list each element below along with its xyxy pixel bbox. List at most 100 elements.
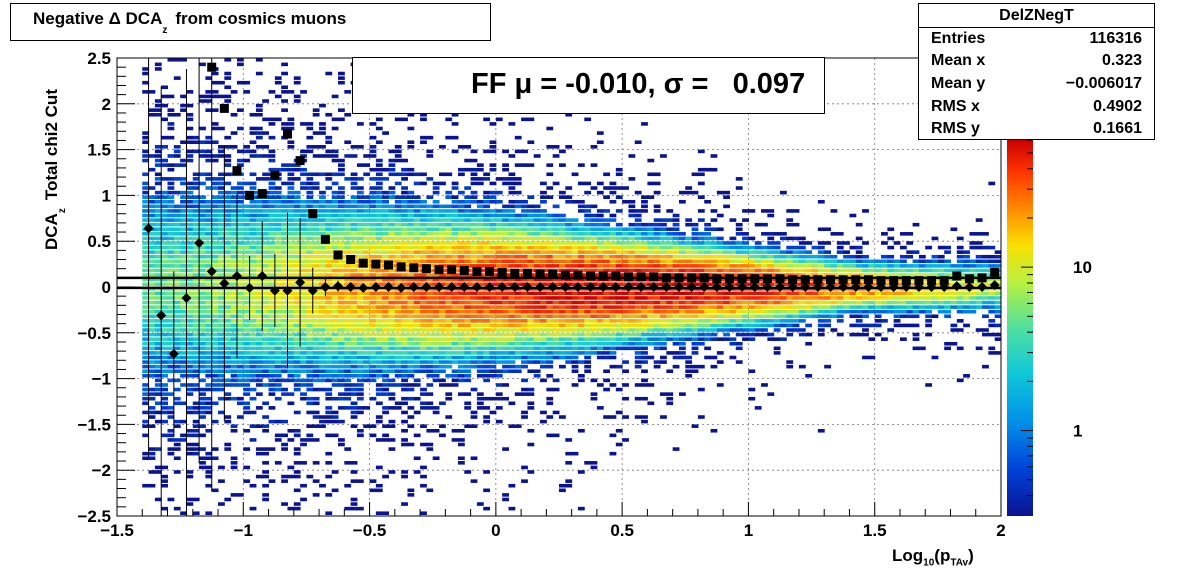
heatmap-cell xyxy=(786,364,794,369)
heatmap-cell xyxy=(293,470,301,474)
heatmap-cell xyxy=(457,378,465,383)
heatmap-cell xyxy=(186,90,194,94)
heatmap-cell xyxy=(161,204,169,209)
heatmap-cell xyxy=(306,135,314,140)
heatmap-cell xyxy=(495,355,503,360)
heatmap-cell xyxy=(167,337,175,341)
heatmap-cell xyxy=(293,195,301,199)
heatmap-cell xyxy=(255,323,263,328)
heatmap-cell xyxy=(445,117,453,122)
heatmap-cell xyxy=(331,236,339,241)
heatmap-cell xyxy=(514,319,522,323)
heatmap-cell xyxy=(540,378,547,383)
heatmap-cell xyxy=(647,401,655,406)
heatmap-cell xyxy=(483,227,491,232)
heatmap-cell xyxy=(154,332,162,337)
heatmap-cell xyxy=(445,213,453,218)
heatmap-cell xyxy=(691,254,699,259)
heatmap-cell xyxy=(255,451,263,456)
heatmap-cell xyxy=(445,296,453,300)
heatmap-cell xyxy=(559,282,566,286)
heatmap-cell xyxy=(470,177,478,181)
heatmap-cell xyxy=(236,259,244,264)
heatmap-cell xyxy=(350,250,358,254)
heatmap-cell xyxy=(401,337,408,341)
heatmap-cell xyxy=(622,268,629,273)
heatmap-cell xyxy=(180,433,187,438)
heatmap-cell xyxy=(697,282,705,286)
heatmap-cell xyxy=(306,328,314,332)
heatmap-cell xyxy=(817,273,825,277)
heatmap-cell xyxy=(457,328,465,332)
heatmap-cell xyxy=(369,149,377,154)
heatmap-cell xyxy=(565,241,573,245)
heatmap-cell xyxy=(622,259,629,264)
heatmap-cell xyxy=(388,378,396,383)
heatmap-cell xyxy=(596,232,604,236)
heatmap-cell xyxy=(287,392,295,396)
heatmap-cell xyxy=(173,378,181,383)
heatmap-cell xyxy=(495,396,503,401)
heatmap-cell xyxy=(559,314,566,319)
heatmap-cell xyxy=(154,67,162,71)
heatmap-cell xyxy=(287,117,295,122)
heatmap-cell xyxy=(363,309,371,314)
heatmap-cell xyxy=(249,227,257,232)
heatmap-cell xyxy=(224,195,232,199)
heatmap-cell xyxy=(521,319,528,323)
heatmap-cell xyxy=(186,149,194,154)
heatmap-cell xyxy=(325,135,333,140)
heatmap-cell xyxy=(420,305,427,309)
heatmap-cell xyxy=(691,264,699,268)
heatmap-cell xyxy=(420,259,427,264)
heatmap-cell xyxy=(798,305,806,309)
heatmap-cell xyxy=(300,172,307,177)
heatmap-cell xyxy=(249,323,257,328)
heatmap-cell xyxy=(470,319,478,323)
heatmap-cell xyxy=(521,300,528,305)
heatmap-cell xyxy=(641,268,648,273)
heatmap-cell xyxy=(161,273,169,277)
heatmap-cell xyxy=(432,199,440,204)
heatmap-cell xyxy=(540,319,547,323)
heatmap-cell xyxy=(293,364,301,369)
heatmap-cell xyxy=(476,406,484,410)
heatmap-cell xyxy=(559,309,566,314)
heatmap-cell xyxy=(653,227,661,232)
heatmap-cell xyxy=(476,282,484,286)
heatmap-cell xyxy=(451,135,459,140)
heatmap-cell xyxy=(287,273,295,277)
heatmap-cell xyxy=(533,323,541,328)
heatmap-cell xyxy=(148,245,156,250)
heatmap-cell xyxy=(413,241,421,245)
heatmap-cell xyxy=(413,199,421,204)
heatmap-cell xyxy=(641,245,648,250)
heatmap-cell xyxy=(552,250,560,254)
heatmap-cell xyxy=(464,300,472,305)
heatmap-cell xyxy=(811,268,819,273)
heatmap-cell xyxy=(142,135,150,140)
heatmap-cell xyxy=(521,213,528,218)
heatmap-cell xyxy=(439,351,446,355)
heatmap-cell xyxy=(142,245,150,250)
heatmap-cell xyxy=(186,364,194,369)
heatmap-cell xyxy=(306,245,314,250)
heatmap-cell xyxy=(546,401,554,406)
heatmap-cell xyxy=(287,218,295,222)
heatmap-cell xyxy=(167,497,175,502)
heatmap-cell xyxy=(710,209,718,213)
heatmap-cell xyxy=(331,190,339,195)
heatmap-cell xyxy=(653,172,661,177)
heatmap-cell xyxy=(672,332,680,337)
heatmap-cell xyxy=(653,222,661,227)
heatmap-cell xyxy=(255,154,263,158)
heatmap-cell xyxy=(148,451,156,456)
heatmap-cell xyxy=(205,76,213,80)
heatmap-cell xyxy=(571,222,579,227)
heatmap-cell xyxy=(287,204,295,209)
heatmap-cell xyxy=(552,378,560,383)
heatmap-cell xyxy=(173,145,181,149)
heatmap-cell xyxy=(596,328,604,332)
heatmap-cell xyxy=(331,314,339,319)
heatmap-cell xyxy=(262,369,270,374)
